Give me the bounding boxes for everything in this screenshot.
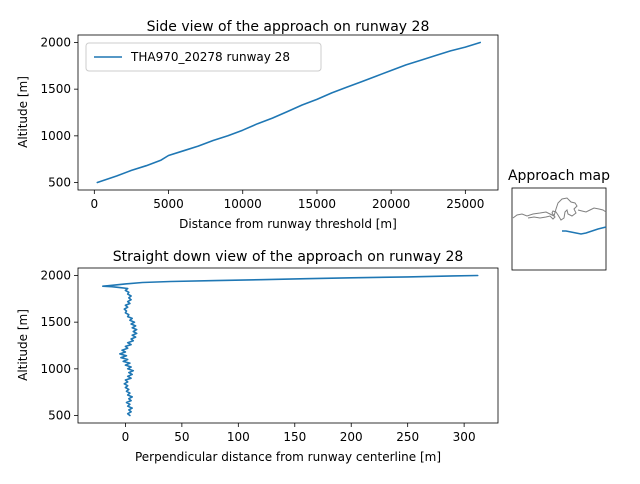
legend-label: THA970_20278 runway 28 bbox=[130, 50, 290, 64]
approach-map-track bbox=[562, 226, 607, 235]
side-view-series-group bbox=[96, 41, 482, 184]
side-view-y-axis-label: Altitude [m] bbox=[16, 76, 30, 148]
side-view-x-tick-label: 15000 bbox=[298, 197, 336, 211]
side-view-x-tick-label: 10000 bbox=[224, 197, 262, 211]
side-view-title: Side view of the approach on runway 28 bbox=[147, 19, 430, 35]
straight-down-view-y-tick-label: 2000 bbox=[40, 268, 71, 282]
straight-down-view-series-group bbox=[102, 274, 479, 417]
straight-down-view-y-tick-label: 500 bbox=[48, 409, 71, 423]
straight-down-view-x-tick-label: 150 bbox=[283, 430, 306, 444]
side-view-y-tick-label: 1000 bbox=[40, 129, 71, 143]
side-view-y-tick-label: 500 bbox=[48, 176, 71, 190]
straight-down-view-x-tick-label: 200 bbox=[340, 430, 363, 444]
straight-down-view-y-axis-label: Altitude [m] bbox=[16, 309, 30, 381]
coastline-shape bbox=[512, 197, 607, 221]
straight-down-view-x-axis-label: Perpendicular distance from runway cente… bbox=[135, 450, 441, 464]
straight-down-view-axes-frame bbox=[77, 267, 499, 424]
straight-down-view-x-tick-label: 0 bbox=[122, 430, 130, 444]
side-view-x-tick-label: 20000 bbox=[372, 197, 410, 211]
straight-down-view-y-ticks: 500 1000 1500 2000 bbox=[40, 268, 78, 423]
approach-map-title: Approach map bbox=[508, 168, 610, 184]
side-view-y-tick-label: 1500 bbox=[40, 82, 71, 96]
approach-map-frame bbox=[511, 187, 607, 271]
straight-down-view-x-tick-label: 250 bbox=[396, 430, 419, 444]
straight-down-view-title: Straight down view of the approach on ru… bbox=[113, 249, 464, 265]
side-view-y-tick-label: 2000 bbox=[40, 35, 71, 49]
side-view-x-axis-label: Distance from runway threshold [m] bbox=[179, 217, 397, 231]
straight-down-view-x-tick-label: 100 bbox=[227, 430, 250, 444]
straight-down-view-x-tick-label: 50 bbox=[174, 430, 189, 444]
side-view-x-tick-label: 25000 bbox=[446, 197, 484, 211]
straight-down-view-y-tick-label: 1500 bbox=[40, 315, 71, 329]
side-view-x-tick-label: 0 bbox=[91, 197, 99, 211]
side-view-axes-frame bbox=[77, 34, 499, 191]
straight-down-view-series-line bbox=[102, 274, 479, 417]
side-view-chart: Side view of the approach on runway 28 0… bbox=[16, 19, 499, 231]
side-view-x-ticks: 0 5000 10000 15000 20000 25000 bbox=[91, 190, 484, 211]
side-view-series-line bbox=[96, 41, 482, 184]
straight-down-view-x-tick-label: 300 bbox=[453, 430, 476, 444]
side-view-y-ticks: 500 1000 1500 2000 bbox=[40, 35, 78, 190]
approach-map: Approach map bbox=[508, 168, 610, 271]
side-view-legend: THA970_20278 runway 28 bbox=[85, 42, 322, 72]
straight-down-view-x-ticks: 0 50 100 150 200 250 300 bbox=[122, 423, 476, 444]
legend-box bbox=[85, 42, 322, 72]
side-view-x-tick-label: 5000 bbox=[153, 197, 184, 211]
straight-down-view-chart: Straight down view of the approach on ru… bbox=[16, 249, 499, 464]
straight-down-view-y-tick-label: 1000 bbox=[40, 362, 71, 376]
